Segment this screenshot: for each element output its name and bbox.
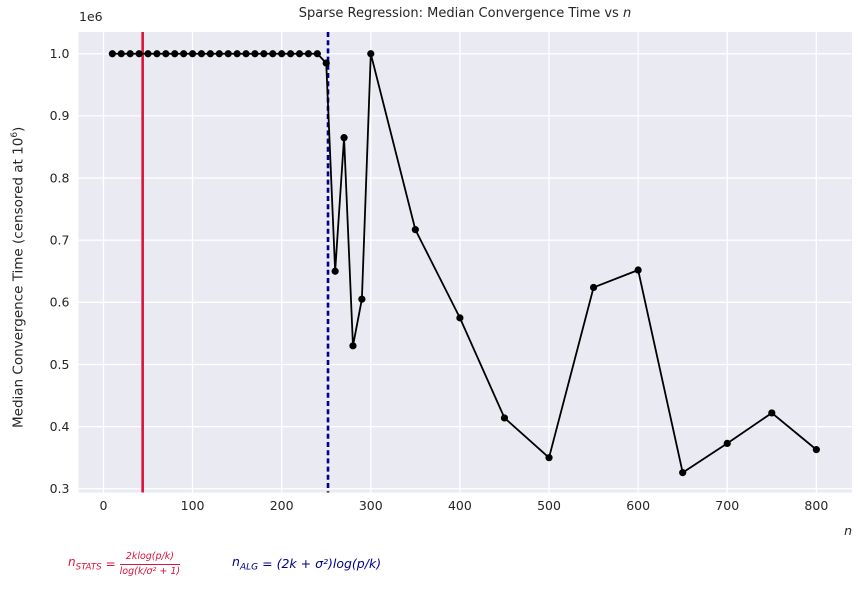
- y-tick-label: 0.6: [50, 295, 70, 310]
- formula-n-alg-base: n: [232, 554, 240, 569]
- data-point: [358, 295, 366, 303]
- data-point: [500, 414, 509, 422]
- data-point: [197, 50, 206, 58]
- y-tick-label: 1.0: [50, 46, 70, 61]
- data-point: [162, 50, 170, 58]
- data-point: [456, 314, 464, 322]
- data-point: [812, 446, 820, 454]
- x-tick-label: 600: [626, 498, 650, 513]
- data-point: [153, 50, 161, 58]
- data-point: [322, 59, 330, 67]
- data-point: [349, 342, 357, 350]
- x-tick-label: 400: [448, 498, 472, 513]
- data-point: [286, 50, 295, 58]
- y-axis-label: Median Convergence Time (censored at 106…: [10, 127, 27, 428]
- x-tick-label: 300: [359, 498, 383, 513]
- chart-title-variable: n: [622, 6, 632, 21]
- formula-n-stats-equals: =: [105, 556, 116, 571]
- x-tick-label: 100: [181, 498, 205, 513]
- data-point: [171, 50, 179, 58]
- data-point: [144, 50, 152, 58]
- data-line: [112, 52, 817, 474]
- data-point: [331, 267, 339, 275]
- x-tick-label: 700: [715, 498, 739, 513]
- data-point: [260, 50, 268, 58]
- y-tick-label: 0.9: [50, 108, 70, 123]
- data-point: [117, 50, 125, 58]
- formula-n-stats-lhs: nSTATS: [68, 554, 102, 573]
- data-point: [278, 50, 286, 58]
- formula-n-alg: nALG = (2k + σ²)log(p/k): [232, 555, 381, 573]
- data-point: [269, 50, 277, 58]
- data-point: [108, 50, 116, 58]
- formula-n-stats-numerator: 2klog(p/k): [119, 551, 181, 565]
- y-tick-label: 0.8: [50, 170, 70, 185]
- data-point: [251, 50, 259, 58]
- data-point: [126, 50, 134, 58]
- data-point: [367, 50, 375, 58]
- x-tick-label: 200: [270, 498, 294, 513]
- data-point: [723, 439, 731, 448]
- x-tick-label: 500: [537, 498, 561, 513]
- data-point: [411, 226, 419, 234]
- formula-n-alg-equals: =: [262, 556, 273, 572]
- formula-n-stats-base: n: [68, 554, 76, 569]
- formula-n-alg-lhs: nALG: [232, 555, 258, 573]
- chart-title-text: Sparse Regression: Median Convergence Ti…: [298, 6, 623, 21]
- data-point: [215, 50, 223, 58]
- x-tick-label: 0: [99, 498, 107, 513]
- data-point: [768, 409, 776, 417]
- data-point: [340, 134, 348, 142]
- formula-n-stats-fraction: 2klog(p/k) log(k/σ² + 1): [119, 551, 181, 578]
- data-point: [295, 50, 304, 58]
- data-point: [233, 50, 241, 58]
- data-point: [589, 283, 598, 292]
- data-point: [545, 454, 553, 462]
- x-axis-label: n: [844, 523, 852, 538]
- data-point: [634, 266, 642, 274]
- data-point: [304, 50, 313, 58]
- data-point: [242, 50, 250, 58]
- y-tick-label: 0.3: [50, 481, 70, 496]
- chart-title: Sparse Regression: Median Convergence Ti…: [78, 6, 852, 21]
- formula-n-stats-subscript: STATS: [75, 562, 102, 573]
- data-point: [188, 50, 197, 58]
- data-point: [679, 469, 687, 477]
- plot-area: [78, 32, 852, 493]
- y-axis-label-exponent: 6: [10, 131, 20, 138]
- data-point: [135, 50, 143, 58]
- y-axis-label-close: ): [10, 126, 27, 132]
- y-tick-label: 0.5: [50, 357, 70, 372]
- data-point: [224, 50, 232, 58]
- x-tick-label: 800: [804, 498, 828, 513]
- y-axis-offset-label: 1e6: [79, 9, 103, 24]
- formula-n-alg-subscript: ALG: [239, 562, 259, 573]
- y-tick-label: 0.4: [50, 419, 70, 434]
- formula-n-stats: nSTATS = 2klog(p/k) log(k/σ² + 1): [68, 551, 181, 578]
- y-axis-label-text: Median Convergence Time (censored at 10: [10, 137, 27, 428]
- data-point: [180, 50, 188, 58]
- data-point: [206, 50, 214, 58]
- y-tick-label: 0.7: [50, 232, 70, 247]
- formula-n-alg-body: (2k + σ²)log(p/k): [276, 556, 382, 572]
- data-point: [313, 50, 321, 58]
- formula-n-stats-denominator: log(k/σ² + 1): [119, 565, 181, 577]
